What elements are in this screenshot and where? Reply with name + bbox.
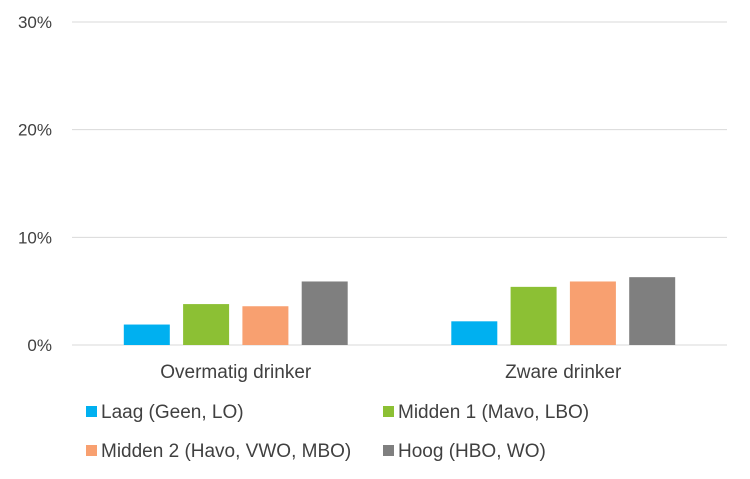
x-axis-category-labels: Overmatig drinker Zware drinker: [160, 362, 622, 383]
legend-label: Midden 2 (Havo, VWO, MBO): [101, 441, 351, 462]
bar: [510, 286, 557, 345]
legend-item: Hoog (HBO, WO): [383, 441, 546, 462]
legend-item: Midden 1 (Mavo, LBO): [383, 402, 589, 423]
bar: [301, 281, 348, 345]
legend-swatch: [86, 445, 97, 456]
legend-swatch: [383, 406, 394, 417]
gridlines: [72, 21, 727, 346]
y-tick-label: 10%: [18, 228, 52, 247]
x-category-label: Zware drinker: [505, 362, 622, 383]
bar: [183, 304, 230, 345]
legend-item: Midden 2 (Havo, VWO, MBO): [86, 441, 351, 462]
x-category-label: Overmatig drinker: [160, 362, 312, 383]
legend: Laag (Geen, LO) Midden 1 (Mavo, LBO) Midde…: [86, 402, 589, 462]
legend-swatch: [86, 406, 97, 417]
bar: [629, 277, 676, 345]
legend-swatch: [383, 445, 394, 456]
legend-item: Laag (Geen, LO): [86, 402, 244, 423]
legend-label: Laag (Geen, LO): [101, 402, 244, 423]
bar: [451, 321, 498, 345]
legend-label: Hoog (HBO, WO): [398, 441, 546, 462]
y-tick-label: 30%: [18, 13, 52, 32]
y-tick-label: 0%: [27, 336, 52, 355]
bar: [242, 306, 289, 345]
y-tick-label: 20%: [18, 121, 52, 140]
bar: [569, 281, 616, 345]
y-axis-tick-labels: 0% 10% 20% 30%: [18, 13, 52, 355]
bars: [123, 277, 676, 345]
legend-label: Midden 1 (Mavo, LBO): [398, 402, 589, 423]
bar: [123, 324, 170, 345]
